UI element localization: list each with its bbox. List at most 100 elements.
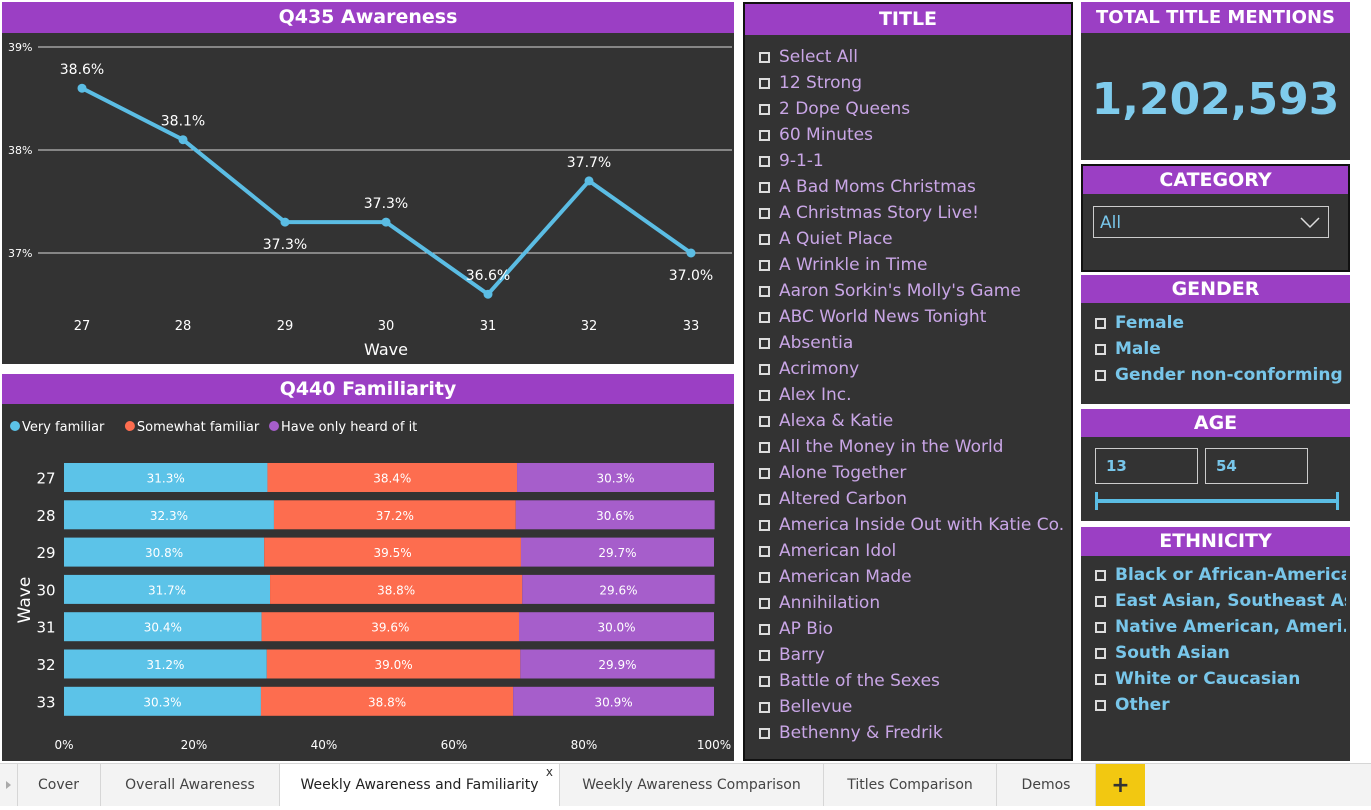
title-option[interactable]: Barry <box>759 642 1065 668</box>
close-tab-icon[interactable]: x <box>545 765 553 779</box>
title-option[interactable]: American Idol <box>759 538 1065 564</box>
bar-segment[interactable] <box>260 686 514 716</box>
data-point[interactable] <box>483 289 493 299</box>
age-min-input[interactable]: 13 <box>1095 448 1198 484</box>
checkbox-icon[interactable] <box>1095 595 1106 607</box>
gender-option[interactable]: Gender non-conforming <box>1095 362 1346 388</box>
ethnicity-option[interactable]: East Asian, Southeast As... <box>1095 588 1346 614</box>
checkbox-icon[interactable] <box>1095 647 1106 659</box>
bar-segment[interactable] <box>522 574 715 604</box>
checkbox-icon[interactable] <box>759 181 770 193</box>
title-option[interactable]: ABC World News Tonight <box>759 304 1065 330</box>
title-option[interactable]: AP Bio <box>759 616 1065 642</box>
bar-segment[interactable] <box>264 537 521 567</box>
checkbox-icon[interactable] <box>1095 343 1106 355</box>
add-page-button[interactable]: + <box>1096 764 1145 806</box>
checkbox-icon[interactable] <box>1095 699 1106 711</box>
title-option[interactable]: A Wrinkle in Time <box>759 252 1065 278</box>
title-option[interactable]: Acrimony <box>759 356 1065 382</box>
bar-segment[interactable] <box>513 686 714 716</box>
data-point[interactable] <box>381 217 391 227</box>
bar-segment[interactable] <box>520 537 714 567</box>
checkbox-icon[interactable] <box>759 337 770 349</box>
title-option[interactable]: Bellevue <box>759 694 1065 720</box>
checkbox-icon[interactable] <box>759 155 770 167</box>
checkbox-icon[interactable] <box>759 103 770 115</box>
title-option[interactable]: A Bad Moms Christmas <box>759 174 1065 200</box>
bar-segment[interactable] <box>261 612 519 642</box>
checkbox-icon[interactable] <box>759 389 770 401</box>
checkbox-icon[interactable] <box>759 571 770 583</box>
category-dropdown[interactable]: All <box>1093 206 1329 238</box>
checkbox-icon[interactable] <box>759 415 770 427</box>
checkbox-icon[interactable] <box>1095 317 1106 329</box>
checkbox-icon[interactable] <box>1095 569 1106 581</box>
page-tab[interactable]: Weekly Awareness and Familiarity x <box>280 764 560 806</box>
bar-segment[interactable] <box>267 463 518 492</box>
title-option[interactable]: A Quiet Place <box>759 226 1065 252</box>
bar-segment[interactable] <box>520 649 715 679</box>
title-option[interactable]: A Christmas Story Live! <box>759 200 1065 226</box>
data-point[interactable] <box>178 135 188 145</box>
bar-segment[interactable] <box>64 686 261 716</box>
title-option[interactable]: American Made <box>759 564 1065 590</box>
gender-option[interactable]: Male <box>1095 336 1346 362</box>
checkbox-icon[interactable] <box>759 597 770 609</box>
bar-segment[interactable] <box>64 463 268 492</box>
title-option[interactable]: 2 Dope Queens <box>759 96 1065 122</box>
gender-option[interactable]: Female <box>1095 310 1346 336</box>
title-option[interactable]: Aaron Sorkin's Molly's Game <box>759 278 1065 304</box>
checkbox-icon[interactable] <box>759 51 770 63</box>
checkbox-icon[interactable] <box>759 493 770 505</box>
checkbox-icon[interactable] <box>759 77 770 89</box>
bar-segment[interactable] <box>64 649 267 679</box>
ethnicity-option[interactable]: South Asian <box>1095 640 1346 666</box>
checkbox-icon[interactable] <box>759 259 770 271</box>
title-option[interactable]: Annihilation <box>759 590 1065 616</box>
checkbox-icon[interactable] <box>759 649 770 661</box>
checkbox-icon[interactable] <box>759 727 770 739</box>
title-option[interactable]: Alone Together <box>759 460 1065 486</box>
checkbox-icon[interactable] <box>759 311 770 323</box>
title-option[interactable]: Black Lightning <box>759 746 1065 749</box>
checkbox-icon[interactable] <box>759 207 770 219</box>
bar-segment[interactable] <box>519 612 714 642</box>
data-point[interactable] <box>280 217 290 227</box>
checkbox-icon[interactable] <box>759 233 770 245</box>
data-point[interactable] <box>584 176 594 186</box>
checkbox-icon[interactable] <box>759 441 770 453</box>
age-slider-min-handle[interactable] <box>1095 492 1098 510</box>
data-point[interactable] <box>686 248 696 258</box>
bar-segment[interactable] <box>266 649 521 679</box>
checkbox-icon[interactable] <box>1095 369 1106 381</box>
bar-segment[interactable] <box>515 500 715 530</box>
page-tab[interactable]: Titles Comparison <box>824 764 997 806</box>
age-max-input[interactable]: 54 <box>1205 448 1308 484</box>
bar-segment[interactable] <box>64 500 274 530</box>
checkbox-icon[interactable] <box>1095 621 1106 633</box>
ethnicity-option[interactable]: Native American, Ameri... <box>1095 614 1346 640</box>
title-option[interactable]: 12 Strong <box>759 70 1065 96</box>
checkbox-icon[interactable] <box>759 623 770 635</box>
age-slider-max-handle[interactable] <box>1336 492 1339 510</box>
title-option[interactable]: America Inside Out with Katie Co... <box>759 512 1065 538</box>
title-option[interactable]: All the Money in the World <box>759 434 1065 460</box>
title-option[interactable]: 60 Minutes <box>759 122 1065 148</box>
age-slider-track[interactable] <box>1097 499 1337 503</box>
checkbox-icon[interactable] <box>759 701 770 713</box>
bar-segment[interactable] <box>517 463 714 492</box>
page-tab[interactable]: Cover <box>17 764 101 806</box>
bar-segment[interactable] <box>64 537 265 567</box>
title-option[interactable]: Alexa & Katie <box>759 408 1065 434</box>
bar-segment[interactable] <box>64 574 271 604</box>
bar-segment[interactable] <box>270 574 523 604</box>
checkbox-icon[interactable] <box>1095 673 1106 685</box>
data-point[interactable] <box>77 83 87 93</box>
ethnicity-option[interactable]: Black or African-American <box>1095 562 1346 588</box>
checkbox-icon[interactable] <box>759 519 770 531</box>
page-tab[interactable]: Weekly Awareness Comparison <box>560 764 824 806</box>
checkbox-icon[interactable] <box>759 675 770 687</box>
ethnicity-option[interactable]: White or Caucasian <box>1095 666 1346 692</box>
title-option[interactable]: Battle of the Sexes <box>759 668 1065 694</box>
title-option[interactable]: Altered Carbon <box>759 486 1065 512</box>
